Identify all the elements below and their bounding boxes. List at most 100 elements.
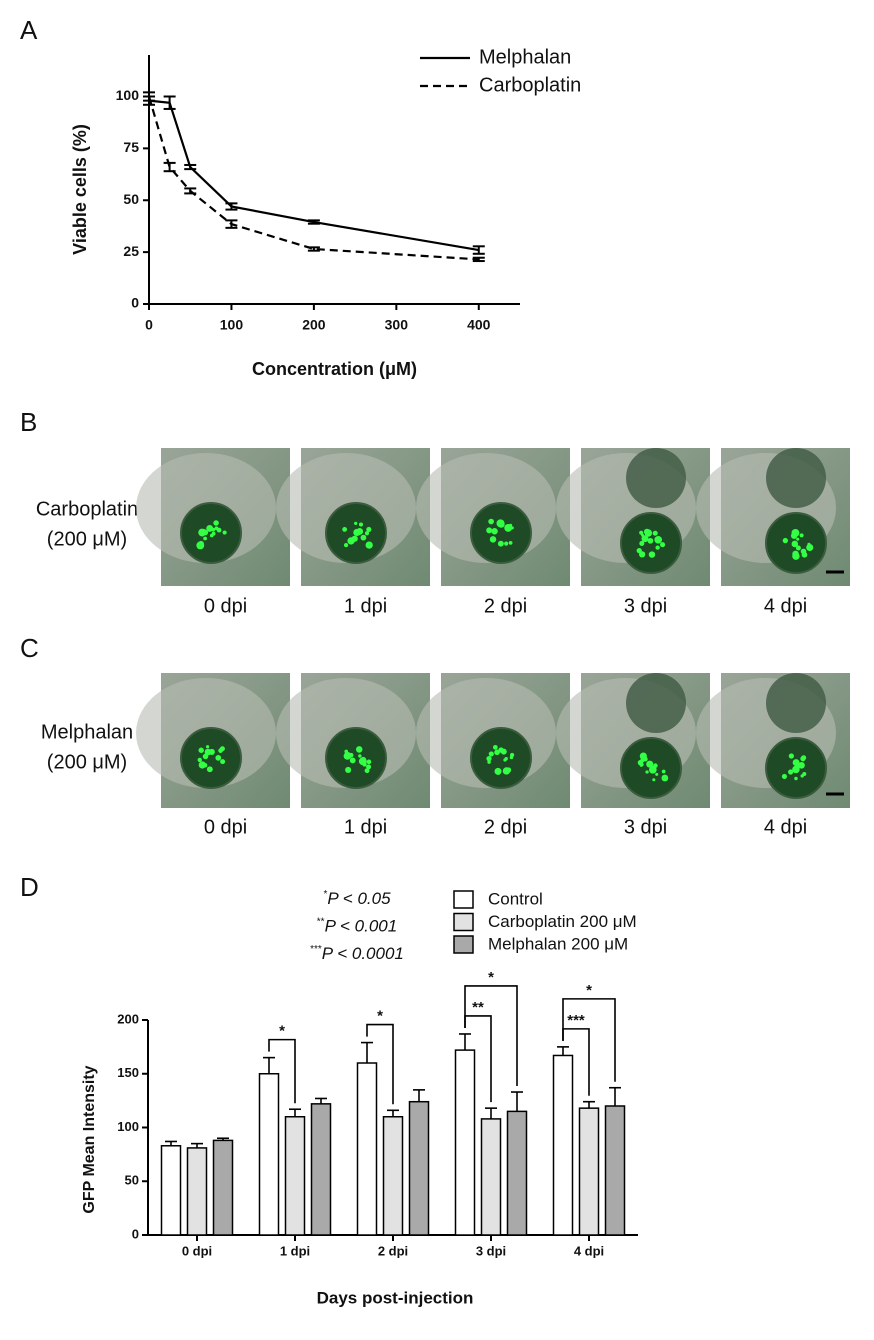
gfp-cell (489, 536, 497, 543)
gfp-cell (508, 541, 513, 545)
gfp-cell (354, 521, 358, 525)
bar (212, 1139, 234, 1236)
gfp-cell (782, 537, 789, 544)
x-tick-label: 1 dpi (280, 1243, 310, 1258)
gfp-cell (211, 531, 216, 536)
gfp-cell (655, 772, 659, 776)
y-tick-label: 75 (123, 139, 139, 155)
eye (470, 727, 532, 789)
bar (480, 1118, 502, 1236)
second-eye (626, 673, 686, 733)
gfp-cell (661, 774, 669, 782)
gfp-cell (640, 762, 644, 767)
gfp-cell (645, 770, 649, 774)
gfp-cell (366, 759, 372, 765)
gfp-cell (205, 745, 210, 749)
image-caption: 0 dpi (204, 595, 247, 617)
x-tick-label: 2 dpi (378, 1243, 408, 1258)
series-line (148, 99, 479, 252)
error-bar (307, 219, 320, 225)
gfp-cell (647, 537, 654, 544)
gfp-cell (358, 522, 364, 527)
error-bar (459, 1033, 471, 1051)
significance-label: * (377, 1008, 383, 1025)
y-axis-label: GFP Mean Intensity (81, 1065, 98, 1213)
gfp-cell (197, 757, 202, 763)
y-tick-label: 200 (117, 1011, 139, 1026)
error-bar (289, 1108, 301, 1117)
y-tick-label: 50 (123, 191, 139, 207)
gfp-cell (491, 528, 498, 535)
gfp-cell (203, 754, 207, 758)
legend-label: Melphalan 200 μM (488, 934, 628, 953)
x-axis-label: Days post-injection (317, 1288, 474, 1307)
error-bar (225, 219, 238, 229)
error-bar (307, 246, 320, 252)
gfp-cell (201, 529, 207, 535)
gfp-cell (639, 540, 645, 546)
gfp-cell (807, 546, 812, 551)
gfp-cell (203, 536, 208, 541)
gfp-cell (347, 537, 355, 545)
bar (284, 1116, 306, 1236)
x-tick-label: 0 (145, 317, 153, 333)
gfp-cell (652, 530, 658, 536)
gfp-cell (487, 760, 491, 764)
p-value-key: ***P < 0.0001 (310, 944, 404, 963)
gfp-cell (788, 769, 794, 775)
y-tick-label: 100 (117, 1119, 139, 1134)
error-bar (184, 163, 197, 171)
bar (258, 1073, 280, 1236)
gfp-cell (654, 535, 663, 544)
gfp-cell (801, 755, 807, 761)
gfp-cell (799, 533, 804, 538)
gfp-cell (494, 767, 502, 775)
significance-label: * (279, 1023, 285, 1040)
gfp-cell (641, 535, 649, 543)
gfp-cell (345, 766, 352, 773)
gfp-cell (365, 541, 373, 549)
y-tick-label: 100 (116, 87, 140, 103)
eye (470, 502, 532, 564)
bar (604, 1105, 626, 1236)
significance-label: *** (567, 1012, 585, 1029)
row-label: Melphalan (41, 721, 133, 743)
error-bar (143, 91, 155, 102)
p-key-stars: ** (317, 917, 325, 928)
gfp-cell (213, 520, 219, 526)
gfp-cell (800, 774, 804, 778)
bar (408, 1100, 430, 1236)
gfp-cell (801, 762, 805, 766)
gfp-cell (638, 551, 646, 558)
gfp-cell (353, 530, 358, 535)
gfp-cell (198, 761, 206, 769)
gfp-cell (643, 528, 650, 535)
image-caption: 1 dpi (344, 816, 387, 838)
x-tick-label: 3 dpi (476, 1243, 506, 1258)
image-caption: 3 dpi (624, 595, 667, 617)
gfp-cell (497, 540, 504, 547)
gfp-cell (794, 764, 800, 771)
gfp-cell (222, 530, 227, 535)
significance-bracket (366, 1023, 394, 1105)
gfp-cell (494, 749, 500, 756)
y-tick-label: 0 (132, 1226, 139, 1241)
error-bar (184, 187, 197, 195)
gfp-cell (790, 532, 798, 539)
gfp-cell (648, 765, 657, 774)
p-key-text: P < 0.0001 (322, 944, 404, 963)
y-tick-label: 25 (123, 243, 139, 259)
gfp-cell (652, 778, 656, 782)
x-axis-label: Concentration (μM) (252, 359, 417, 379)
row-label: Carboplatin (36, 498, 138, 520)
second-eye (766, 673, 826, 733)
legend-label: Carboplatin 200 μM (488, 912, 637, 931)
legend-swatch (453, 935, 474, 954)
gfp-cell (794, 776, 798, 781)
gfp-cell (509, 752, 515, 758)
gfp-cell (211, 527, 216, 532)
gfp-cell (342, 527, 348, 532)
gfp-cell (343, 752, 352, 760)
second-eye (766, 448, 826, 508)
